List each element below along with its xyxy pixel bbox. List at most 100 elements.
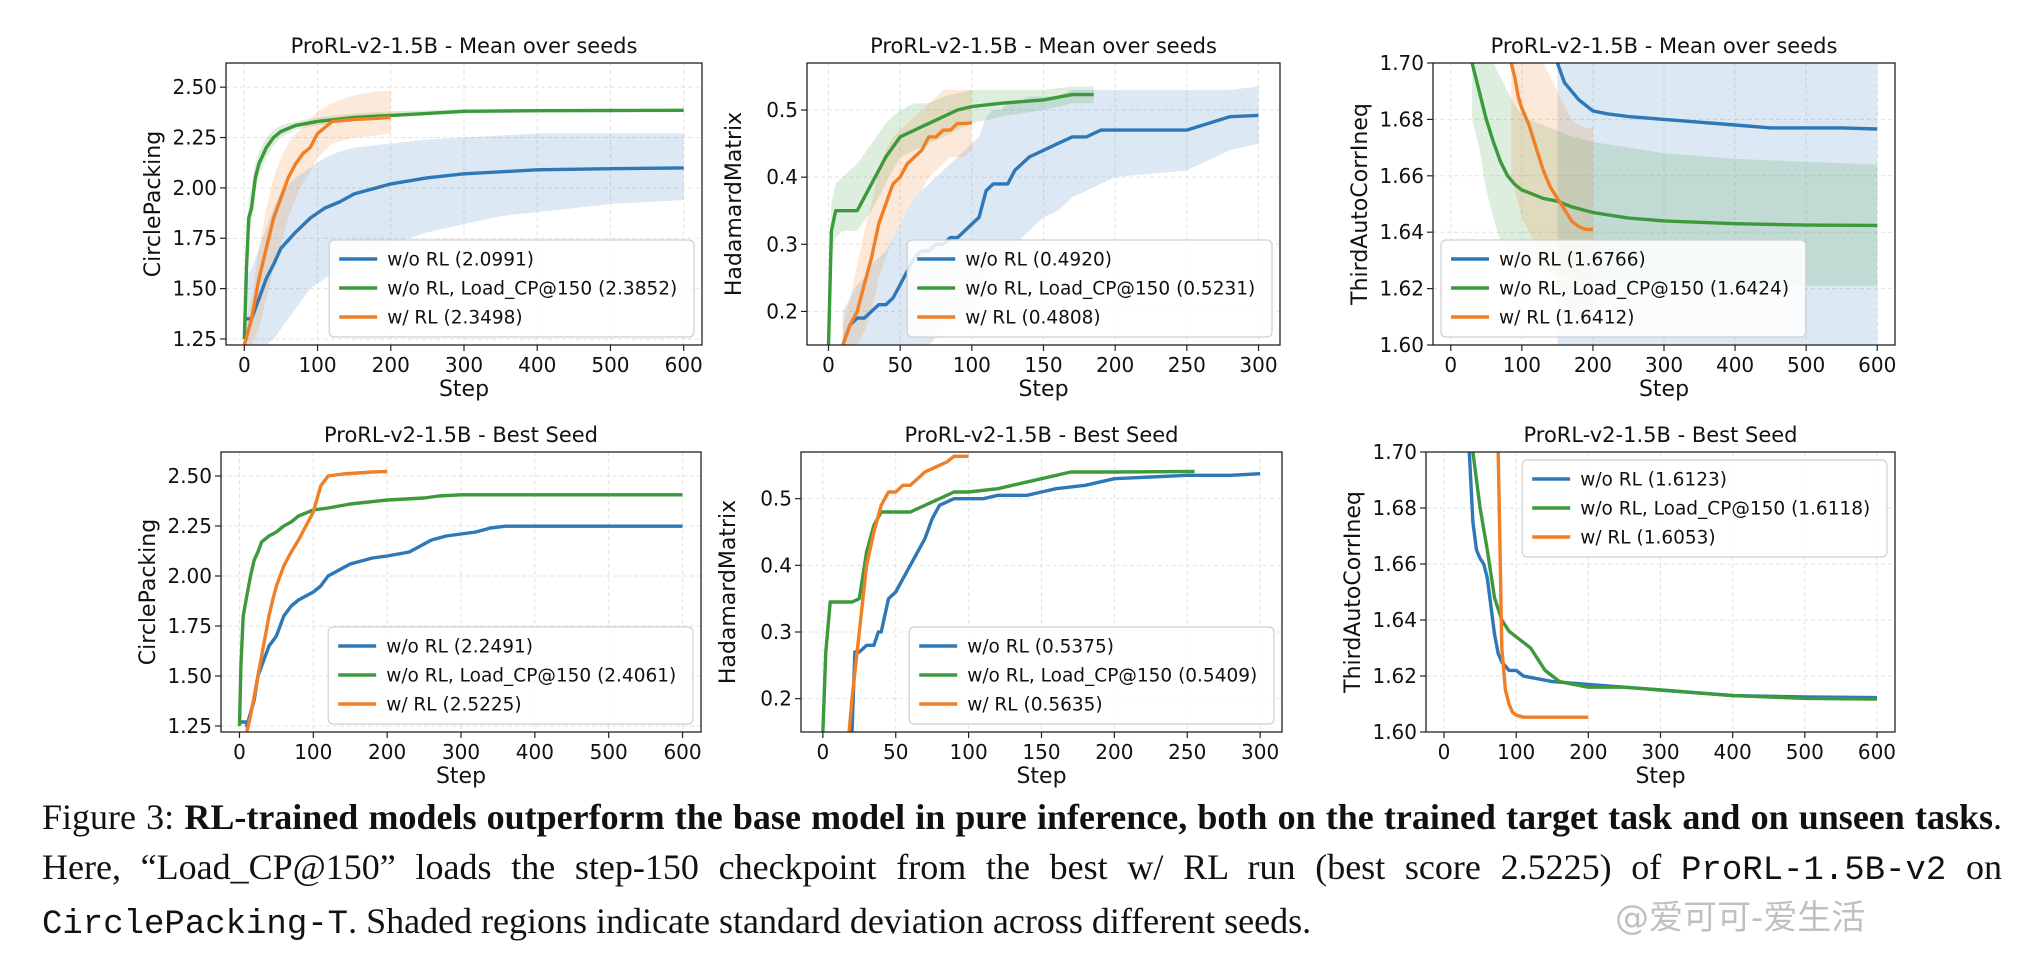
x-axis-label: Step [1639,377,1689,402]
std-band-w-o-rl-load-cp-150-1-6424 [1472,63,1878,286]
watermark: @爱可可-爱生活 [1615,898,1866,938]
y-tick-label: 0.5 [766,98,798,122]
x-tick-label: 100 [1503,353,1541,377]
plot-area [242,91,684,345]
x-axis-label: Step [1635,764,1685,789]
x-tick-label: 500 [1786,740,1824,764]
x-tick-label: 250 [1168,740,1206,764]
series-line-w-o-rl-1-6766 [1555,63,1878,131]
chart-panel-6: 0 100 200 300 400 500 600 1.60 1.62 1.64 1.66 1.68 1… [1341,423,1896,789]
series-line-w-rl-0-4808 [841,121,972,345]
legend: w/o RL (1.6766) w/o RL, Load_CP@150 (1.64… [1440,239,1807,338]
x-axis-label: Step [1016,764,1066,789]
x-tick-label: 500 [590,740,628,764]
x-tick-label: 400 [1716,353,1754,377]
series-line-w-o-rl-load-cp-150-1-6424 [1470,63,1878,228]
legend-box [906,239,1273,338]
x-tick-label: 200 [1569,740,1607,764]
x-tick-label: 0 [816,740,829,764]
x-tick-label: 300 [1645,353,1683,377]
std-band-w-o-rl-2-0991 [244,133,684,345]
y-tick-label: 0.2 [766,299,798,323]
series-line-w-o-rl-load-cp-150-1-6118 [1471,452,1878,701]
y-axis-label: CirclePacking [141,131,166,277]
chart-title: ProRL-v2-1.5B - Mean over seeds [870,34,1217,58]
plot-area [237,469,683,732]
figure-caption: Figure 3: RL-trained models outperform t… [42,792,2002,950]
x-tick-label: 300 [1241,740,1279,764]
legend-entry: w/ RL (0.5635) [967,695,1102,716]
legend-entry: w/o RL, Load_CP@150 (1.6424) [1499,279,1789,300]
y-tick-label: 1.68 [1379,107,1424,131]
series-line-w-o-rl-0-4920 [841,113,1259,345]
x-tick-label: 100 [953,353,991,377]
y-tick-label: 0.5 [760,487,792,511]
y-tick-label: 1.60 [1379,333,1424,357]
x-tick-label: 0 [1438,740,1451,764]
x-tick-label: 200 [1574,353,1612,377]
y-tick-label: 1.75 [167,614,212,638]
legend-box [1440,239,1807,338]
legend-entry: w/o RL, Load_CP@150 (2.3852) [387,279,677,300]
x-tick-label: 0 [238,353,251,377]
x-tick-label: 600 [665,353,703,377]
legend-entry: w/o RL (0.4920) [965,250,1112,271]
y-tick-label: 0.4 [760,553,792,577]
x-tick-label: 100 [950,740,988,764]
x-tick-label: 600 [1858,353,1896,377]
legend-entry: w/o RL, Load_CP@150 (1.6118) [1580,499,1870,520]
y-tick-label: 2.50 [172,75,217,99]
chart-panel-4: 0 100 200 300 400 500 600 1.25 1.50 1.75 2.00 2.25 2… [136,423,702,789]
y-tick-label: 0.4 [766,165,798,189]
series-line-w-o-rl-2-2491 [239,524,683,728]
caption-text-1: . Here, “Load_CP@150” loads the step-150… [42,797,2002,887]
chart-panel-3: 0 100 200 300 400 500 600 1.60 1.62 1.64 1.66 1.68 1… [1348,34,1896,402]
x-tick-label: 500 [591,353,629,377]
y-tick-label: 1.60 [1372,720,1417,744]
chart-title: ProRL-v2-1.5B - Best Seed [1523,423,1797,447]
chart-title: ProRL-v2-1.5B - Mean over seeds [1491,34,1838,58]
x-axis-label: Step [436,764,486,789]
legend: w/o RL (2.0991) w/o RL, Load_CP@150 (2.38… [328,239,695,338]
x-axis-label: Step [439,377,489,402]
caption-model-name: ProRL-1.5B-v2 [1681,852,1947,890]
caption-text-2: on [1946,847,2002,887]
std-band-w-o-rl-load-cp-150-2-3852 [244,109,684,345]
x-tick-label: 50 [887,353,912,377]
legend: w/o RL (0.4920) w/o RL, Load_CP@150 (0.52… [906,239,1273,338]
y-tick-label: 1.68 [1372,496,1417,520]
series-line-w-rl-1-6412 [1509,63,1593,232]
y-tick-label: 2.50 [167,464,212,488]
y-tick-label: 1.70 [1379,51,1424,75]
legend-entry: w/o RL, Load_CP@150 (2.4061) [386,666,676,687]
figure-canvas: 0 100 200 300 400 500 6001.251.501.752.002.252… [136,34,1896,789]
caption-bold-claim: RL-trained models outperform the base mo… [184,797,1993,837]
x-tick-label: 600 [1858,740,1896,764]
y-axis-label: CirclePacking [136,519,161,665]
y-axis-label: HadamardMatrix [716,500,741,684]
chart-title: ProRL-v2-1.5B - Best Seed [904,423,1178,447]
legend-entry: w/ RL (0.4808) [965,308,1100,329]
y-axis-label: HadamardMatrix [722,112,747,296]
legend-box [908,626,1275,725]
legend-box [327,626,694,725]
legend-entry: w/o RL (1.6766) [1499,250,1646,271]
x-tick-label: 100 [294,740,332,764]
x-tick-label: 200 [372,353,410,377]
x-axis-label: Step [1018,377,1068,402]
x-tick-label: 200 [1095,740,1133,764]
legend-box [328,239,695,338]
x-tick-label: 400 [518,353,556,377]
legend-entry: w/o RL (1.6123) [1580,470,1727,491]
legend-entry: w/o RL (2.0991) [387,250,534,271]
caption-text-3: . Shaded regions indicate standard devia… [348,901,1312,941]
legend-entry: w/o RL, Load_CP@150 (0.5231) [965,279,1255,300]
y-tick-label: 2.25 [167,514,212,538]
x-tick-label: 200 [368,740,406,764]
legend-box [1521,459,1888,558]
chart-panel-5: 0 50 100 150 200 250 300 0.2 0.3 0.4 0.5 ProRL-v2-1… [716,423,1283,789]
x-tick-label: 250 [1168,353,1206,377]
y-tick-label: 1.64 [1379,220,1424,244]
series-line-w-o-rl-load-cp-150-2-4061 [237,493,683,727]
x-tick-label: 600 [663,740,701,764]
